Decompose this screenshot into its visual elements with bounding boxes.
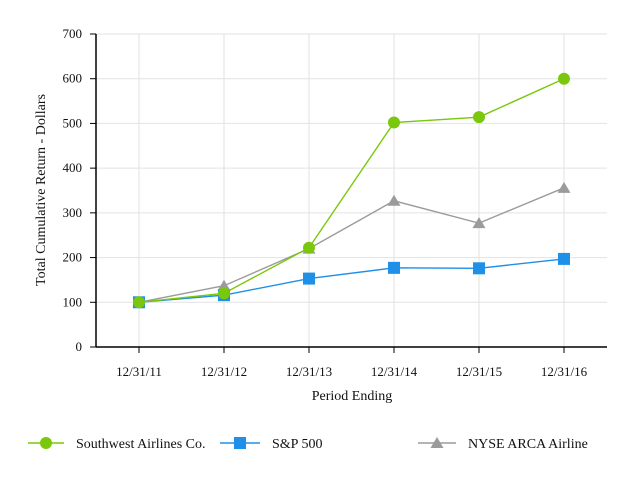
x-axis-title: Period Ending bbox=[312, 389, 393, 404]
x-tick-label: 12/31/15 bbox=[456, 364, 502, 379]
series-line bbox=[138, 187, 565, 303]
axes bbox=[90, 33, 607, 353]
legend-marker bbox=[430, 437, 444, 448]
legend-marker bbox=[234, 437, 246, 449]
x-tick-label: 12/31/12 bbox=[201, 364, 247, 379]
y-tick-label: 400 bbox=[63, 160, 83, 175]
data-point bbox=[558, 72, 570, 85]
y-tick-label: 0 bbox=[76, 339, 83, 354]
y-tick-label: 300 bbox=[63, 205, 83, 220]
series-0 bbox=[133, 72, 570, 309]
series-line bbox=[138, 258, 565, 303]
data-point bbox=[473, 111, 485, 124]
series-lines bbox=[132, 72, 571, 309]
series-1 bbox=[133, 252, 570, 309]
x-tick-label: 12/31/13 bbox=[286, 364, 332, 379]
legend-item: S&P 500 bbox=[220, 437, 322, 452]
legend-marker bbox=[40, 437, 52, 449]
data-point bbox=[558, 252, 570, 265]
x-tick-label: 12/31/14 bbox=[371, 364, 418, 379]
y-tick-label: 600 bbox=[63, 71, 83, 86]
x-tick-label: 12/31/16 bbox=[541, 364, 588, 379]
legend-label: Southwest Airlines Co. bbox=[76, 437, 206, 452]
data-point bbox=[303, 241, 315, 254]
data-point bbox=[472, 217, 486, 229]
x-tick-labels: 12/31/11 12/31/12 12/31/13 12/31/14 12/31/15… bbox=[116, 364, 587, 379]
data-point bbox=[387, 194, 401, 206]
data-point bbox=[303, 272, 315, 285]
y-tick-label: 100 bbox=[63, 294, 83, 309]
legend: Southwest Airlines Co. S&P 500 NYSE ARCA A… bbox=[28, 437, 588, 452]
data-point bbox=[388, 116, 400, 129]
legend-label: NYSE ARCA Airline bbox=[468, 437, 588, 452]
y-tick-labels: 0 100 200 300 400 500 600 700 bbox=[63, 26, 83, 354]
legend-label: S&P 500 bbox=[272, 437, 322, 452]
data-point bbox=[133, 296, 145, 309]
series-line bbox=[138, 78, 565, 303]
data-point bbox=[557, 181, 571, 193]
legend-item: Southwest Airlines Co. bbox=[28, 437, 206, 452]
data-point bbox=[473, 262, 485, 275]
data-point bbox=[388, 261, 400, 274]
x-tick-label: 12/31/11 bbox=[116, 364, 162, 379]
y-tick-label: 500 bbox=[63, 115, 83, 130]
legend-item: NYSE ARCA Airline bbox=[418, 437, 588, 452]
data-point bbox=[218, 287, 230, 300]
y-tick-label: 200 bbox=[63, 250, 83, 265]
series-2 bbox=[132, 181, 571, 308]
y-axis-title: Total Cumulative Return - Dollars bbox=[34, 94, 49, 286]
y-tick-label: 700 bbox=[63, 26, 83, 41]
data-point bbox=[217, 279, 231, 291]
